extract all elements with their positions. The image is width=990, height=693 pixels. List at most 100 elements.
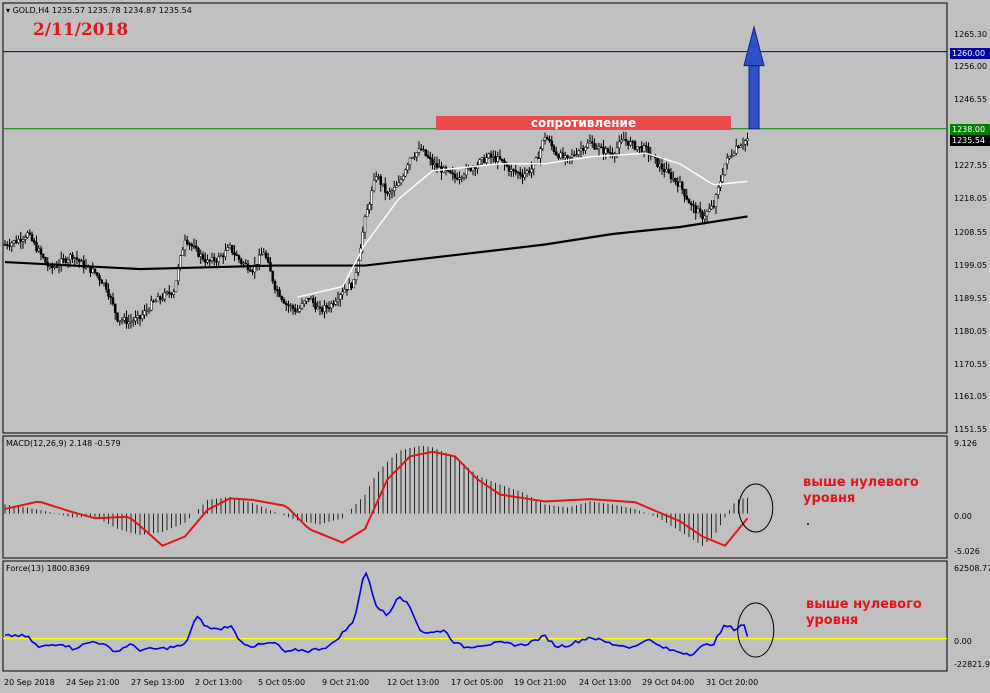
candle-body xyxy=(330,303,333,309)
candle-body xyxy=(496,156,499,162)
candle-body xyxy=(181,249,184,256)
candle-body xyxy=(552,145,556,152)
candle-body xyxy=(501,158,504,161)
candle-body xyxy=(582,148,585,151)
resistance-label: сопротивление xyxy=(436,116,731,130)
candle-body xyxy=(208,259,211,262)
candle-body xyxy=(422,149,425,151)
candle-body xyxy=(303,300,306,304)
candle-body xyxy=(204,259,207,263)
candle-body xyxy=(325,305,328,308)
candle-body xyxy=(48,265,52,268)
candle-body xyxy=(584,147,587,151)
candle-body xyxy=(604,148,607,154)
candle-body xyxy=(723,163,727,176)
force-highlight-circle xyxy=(737,602,775,658)
candle-body xyxy=(516,171,520,174)
candle-body xyxy=(78,259,81,262)
candle-body xyxy=(480,157,484,161)
candle-body xyxy=(523,173,526,178)
candle-body xyxy=(676,181,679,187)
candle-body xyxy=(323,305,326,312)
candle-body xyxy=(429,157,432,160)
candle-body xyxy=(525,170,529,174)
candle-body xyxy=(537,157,540,159)
candle-body xyxy=(222,255,225,258)
candle-body xyxy=(368,204,371,210)
candle-body xyxy=(609,151,612,154)
candle-body xyxy=(348,283,351,291)
candle-body xyxy=(235,254,238,256)
candle-body xyxy=(395,185,398,188)
candle-body xyxy=(129,321,133,323)
candle-body xyxy=(197,248,200,257)
candle-body xyxy=(559,152,562,159)
time-axis-label: 19 Oct 21:00 xyxy=(514,678,567,687)
candle-body xyxy=(633,141,637,150)
target-arrow-shaft xyxy=(748,65,760,130)
price-axis-tick: 1199.05 xyxy=(954,261,988,270)
time-axis-label: 29 Oct 04:00 xyxy=(642,678,695,687)
candle-body xyxy=(557,154,560,159)
candle-body xyxy=(192,245,196,248)
resistance-price-tag: 1238.00 xyxy=(950,124,990,135)
main-pane-title: ▾ GOLD,H4 1235.57 1235.78 1234.87 1235.5… xyxy=(6,6,192,16)
macd-signal-line xyxy=(4,450,749,547)
candle-body xyxy=(291,305,295,309)
candle-body xyxy=(507,165,511,172)
candle-body xyxy=(435,163,439,168)
candle-body xyxy=(588,141,592,144)
candle-body xyxy=(8,245,11,247)
candle-body xyxy=(471,167,475,171)
candle-body xyxy=(703,215,706,220)
candle-body xyxy=(469,167,472,171)
candle-body xyxy=(447,170,450,172)
candle-body xyxy=(404,169,407,177)
candle-body xyxy=(645,145,648,148)
candle-body xyxy=(600,146,603,148)
candle-body xyxy=(521,174,524,178)
candle-body xyxy=(282,299,286,304)
candle-body xyxy=(570,154,574,158)
candle-body xyxy=(564,155,567,158)
candle-body xyxy=(26,232,29,238)
time-axis-label: 31 Oct 20:00 xyxy=(706,678,759,687)
candle-body xyxy=(642,145,646,152)
candle-body xyxy=(462,174,466,178)
candle-body xyxy=(332,303,335,305)
candle-body xyxy=(597,146,601,149)
candle-body xyxy=(312,298,315,304)
menu-triangle-icon[interactable]: ▾ xyxy=(6,6,11,15)
candle-body xyxy=(669,172,673,180)
candle-body xyxy=(42,254,45,258)
candle-body xyxy=(10,242,13,247)
candle-body xyxy=(159,296,162,300)
candle-body xyxy=(595,148,598,150)
candle-body xyxy=(701,211,704,220)
candle-body xyxy=(327,307,331,309)
candle-body xyxy=(683,189,686,197)
time-axis-label: 24 Sep 21:00 xyxy=(66,678,120,687)
candle-body xyxy=(460,176,463,179)
candle-body xyxy=(93,268,97,273)
candle-body xyxy=(69,254,72,261)
candle-body xyxy=(219,255,223,258)
candle-body xyxy=(366,209,369,218)
candle-body xyxy=(309,298,313,300)
candle-body xyxy=(390,190,394,193)
candle-body xyxy=(123,317,126,321)
candle-body xyxy=(226,247,229,251)
candle-body xyxy=(116,312,119,322)
candle-body xyxy=(224,250,227,258)
price-axis-tick: 1256.00 xyxy=(954,62,988,71)
candle-body xyxy=(152,300,155,302)
candle-body xyxy=(233,252,236,255)
candle-body xyxy=(314,302,317,310)
candle-body xyxy=(188,243,191,245)
candle-body xyxy=(487,153,490,158)
candle-body xyxy=(253,264,256,273)
candle-body xyxy=(546,137,549,140)
candle-body xyxy=(431,158,434,166)
candle-body xyxy=(696,208,700,214)
